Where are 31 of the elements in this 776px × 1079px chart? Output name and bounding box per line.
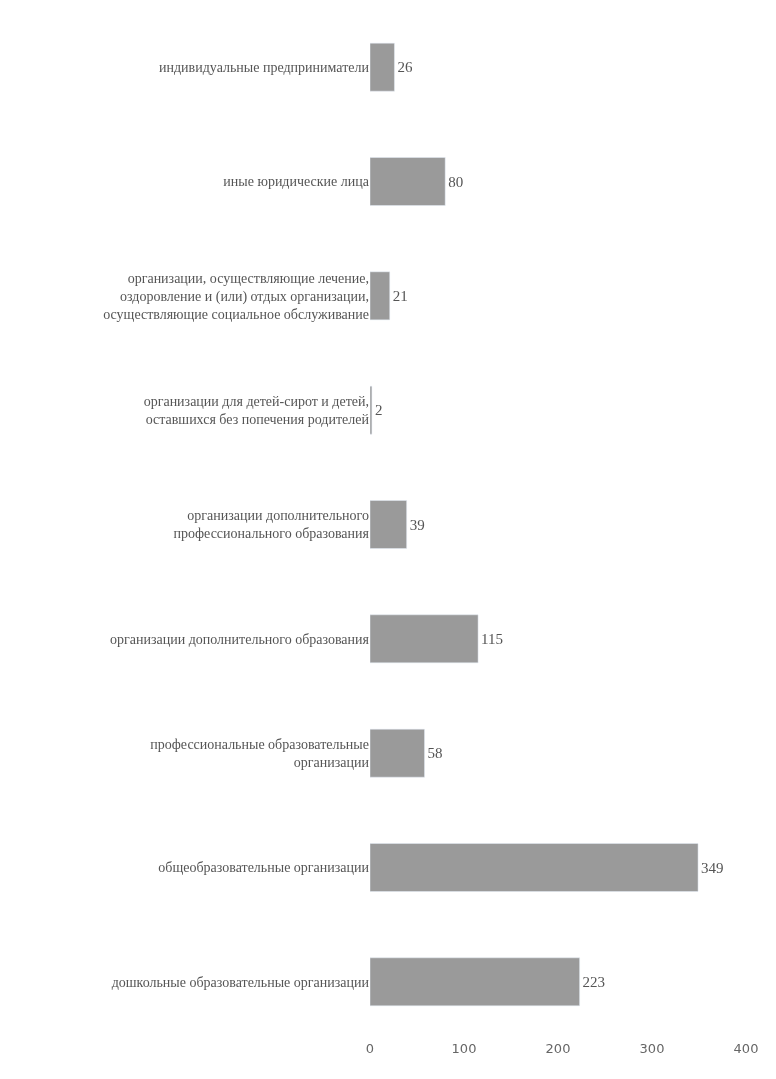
x-tick-label: 300 <box>639 1041 665 1056</box>
y-tick-label: организации для детей-сирот и детей, оставшихся без попечения родителей <box>143 393 370 428</box>
data-label: 349 <box>701 859 724 876</box>
y-tick-label: иные юридические лица <box>223 174 370 190</box>
x-tick-label: 0 <box>365 1041 375 1056</box>
bar <box>370 614 479 664</box>
y-tick-label: организации дополнительного профессионального образования <box>173 508 370 542</box>
data-label: 2 <box>374 402 383 419</box>
y-tick-label: индивидуальные предприниматели <box>159 60 370 76</box>
x-tick-label: 400 <box>733 1041 759 1056</box>
bar <box>370 957 580 1007</box>
y-tick-label: профессиональные образовательные организации <box>150 736 370 771</box>
x-tick-label: 100 <box>451 1041 477 1056</box>
data-label: 115 <box>481 630 504 647</box>
y-tick-label: организации, осуществляющие лечение, оздоровление и (или) отдых организации, осуществляющие социальное обслуживание <box>103 270 369 322</box>
bar <box>370 728 425 778</box>
data-label: 58 <box>427 745 443 762</box>
y-tick-label: организации дополнительного образования <box>110 631 370 647</box>
bar <box>370 843 699 892</box>
data-label: 80 <box>448 173 464 190</box>
bar <box>370 42 395 92</box>
bar <box>370 500 407 549</box>
bar <box>370 271 390 321</box>
data-label: 26 <box>397 59 413 76</box>
data-label: 39 <box>409 516 425 533</box>
y-tick-label: общеобразовательные организации <box>158 860 370 876</box>
x-tick-label: 200 <box>545 1041 571 1056</box>
data-label: 223 <box>582 973 606 990</box>
bar <box>370 157 446 206</box>
data-label: 21 <box>392 287 408 304</box>
y-tick-label: дошкольные образовательные организации <box>111 974 370 990</box>
